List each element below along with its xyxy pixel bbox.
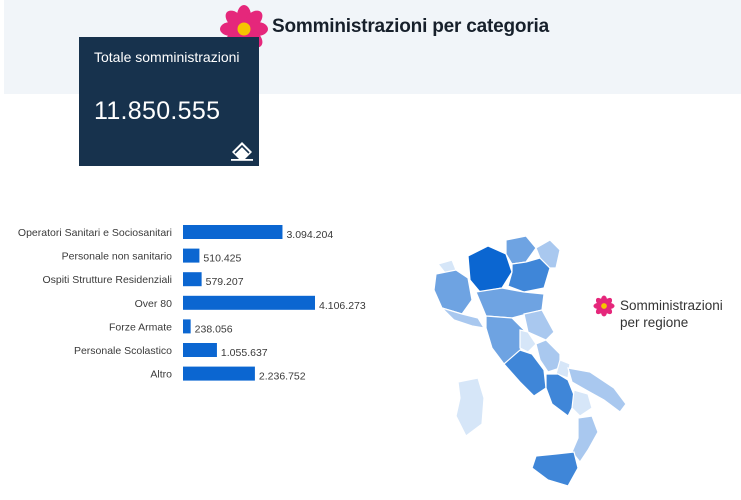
- value-label: 1.055.637: [221, 347, 268, 359]
- region-veneto[interactable]: [507, 257, 551, 293]
- region-puglia[interactable]: [567, 367, 627, 413]
- map-label: Somministrazioni per regione: [620, 298, 723, 330]
- category-label: Personale Scolastico: [74, 345, 172, 357]
- bar[interactable]: [183, 343, 217, 357]
- region-lazio[interactable]: [503, 349, 547, 397]
- bar[interactable]: [183, 319, 191, 334]
- bar[interactable]: [183, 366, 255, 381]
- region-liguria[interactable]: [441, 307, 486, 329]
- region-lombardia[interactable]: [467, 245, 513, 293]
- page-title: Somministrazioni per categoria: [272, 16, 549, 37]
- value-label: 3.094.204: [286, 229, 333, 241]
- eraser-icon[interactable]: [229, 138, 255, 162]
- category-label: Forze Armate: [109, 321, 172, 333]
- region-molise[interactable]: [555, 359, 571, 379]
- bar[interactable]: [183, 295, 315, 310]
- value-label: 4.106.273: [319, 300, 366, 312]
- region-trentino[interactable]: [505, 235, 537, 265]
- bar-chart: Operatori Sanitari e Sociosanitari 3.094.…: [18, 225, 366, 383]
- italy-map: [433, 235, 627, 487]
- value-label: 579.207: [206, 276, 244, 288]
- category-label: Personale non sanitario: [62, 251, 172, 263]
- region-friuli[interactable]: [535, 239, 561, 269]
- map-flower-icon: [593, 295, 615, 317]
- region-sicilia[interactable]: [531, 451, 579, 487]
- category-label: Over 80: [135, 298, 173, 310]
- value-label: 238.056: [195, 323, 233, 335]
- category-label: Altro: [150, 369, 172, 381]
- flower-center: [601, 303, 607, 309]
- total-card: Totale somministrazioni 11.850.555: [79, 37, 259, 166]
- region-umbria[interactable]: [519, 329, 537, 353]
- category-label: Operatori Sanitari e Sociosanitari: [18, 227, 172, 239]
- total-label: Totale somministrazioni: [94, 49, 240, 65]
- bar[interactable]: [183, 225, 283, 239]
- bar[interactable]: [183, 248, 200, 263]
- flower-center: [237, 22, 251, 36]
- bar[interactable]: [183, 272, 202, 287]
- category-label: Ospiti Strutture Residenziali: [42, 274, 172, 286]
- total-value: 11.850.555: [94, 97, 221, 125]
- region-calabria[interactable]: [571, 415, 599, 464]
- value-label: 2.236.752: [259, 371, 306, 383]
- region-sardegna[interactable]: [455, 377, 485, 437]
- region-piemonte[interactable]: [433, 269, 473, 315]
- value-label: 510.425: [203, 253, 241, 265]
- region-marche[interactable]: [523, 309, 555, 341]
- region-basilicata[interactable]: [571, 389, 593, 417]
